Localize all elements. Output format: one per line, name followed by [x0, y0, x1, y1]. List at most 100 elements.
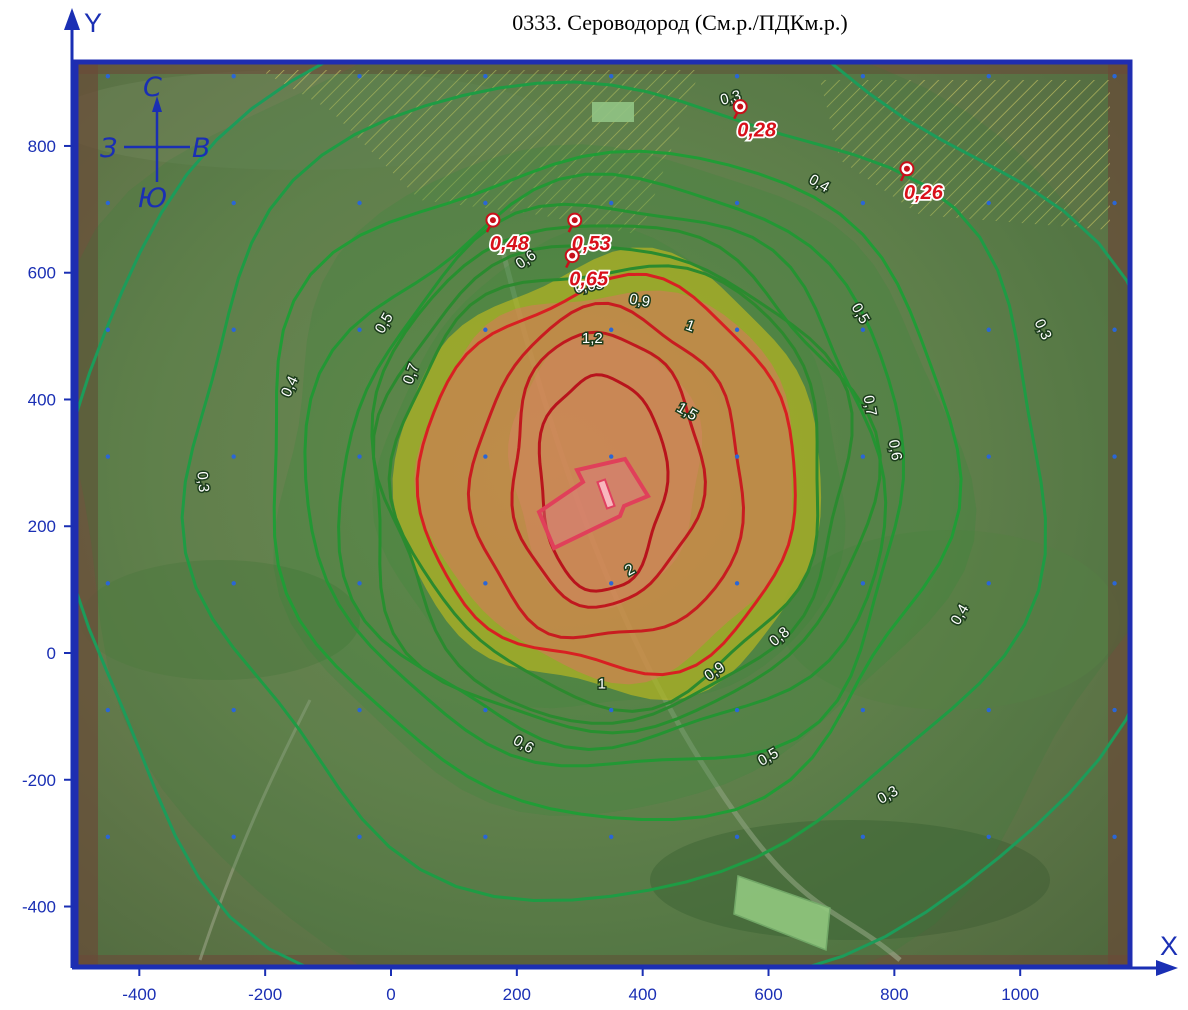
- isolines-layer: [76, 62, 1130, 967]
- isoline-0-6: [303, 172, 906, 768]
- receptor-value-label: 0,28: [737, 120, 777, 142]
- grid-dot: [734, 200, 740, 206]
- grid-dot: [1112, 327, 1117, 332]
- emission-source-area: [536, 456, 651, 551]
- y-tick-label: -200: [22, 771, 56, 790]
- compass-north-arrow: [152, 96, 162, 112]
- grid-dot: [483, 834, 488, 840]
- grid-dot: [231, 327, 236, 332]
- y-tick-label: 400: [28, 390, 56, 409]
- isoline-0-9: [387, 264, 820, 713]
- y-tick-label: 800: [28, 137, 56, 156]
- isoline-2: [537, 373, 670, 593]
- terrain-patch: [80, 560, 360, 680]
- grid-dots: [105, 74, 1117, 840]
- building: [592, 102, 634, 122]
- grid-dot: [1112, 834, 1117, 840]
- x-tick-label: 0: [386, 985, 395, 1004]
- receptor-points: 0,28 0,26 0,48 0,53 0,65: [485, 99, 945, 292]
- grid-dot: [483, 74, 488, 79]
- grid-dot: [860, 834, 866, 840]
- edge-shade-left: [76, 62, 98, 967]
- receptor-value-label: 0,48: [490, 233, 530, 255]
- grid-dot: [986, 834, 991, 840]
- grid-dot: [1112, 200, 1117, 206]
- grid-dot: [357, 454, 362, 459]
- grid-dot: [986, 200, 991, 206]
- grid-dot: [357, 834, 362, 840]
- grid-dot: [734, 834, 740, 840]
- isoline-label: 0,6: [885, 438, 905, 461]
- grid-dot: [105, 581, 111, 586]
- grid-dot: [105, 200, 111, 206]
- isoline-1-5: [510, 330, 707, 609]
- grid-dot: [357, 707, 362, 713]
- isoline-label: 1: [598, 676, 606, 693]
- x-tick-label: 600: [754, 985, 782, 1004]
- grid-dot: [609, 581, 614, 586]
- grid-dot: [105, 834, 111, 840]
- grid-dot: [483, 200, 488, 206]
- isoline-label: 1,2: [582, 330, 603, 347]
- isoline-0-5: [272, 149, 963, 821]
- grid-dot: [734, 707, 740, 713]
- y-axis-ticks: 800 600 400 200 0 -200 -400: [22, 137, 72, 917]
- grid-dot: [357, 327, 362, 332]
- compass-rose: С Ю З В: [100, 72, 211, 214]
- grid-dot: [483, 581, 488, 586]
- receptor-point: 0,28: [732, 99, 779, 143]
- concentration-zones: [76, 62, 1130, 967]
- grid-dot: [609, 834, 614, 840]
- y-tick-label: 200: [28, 517, 56, 536]
- isoline-1-2: [466, 301, 746, 640]
- grid-dot: [860, 581, 866, 586]
- receptor-marker-core: [569, 252, 576, 259]
- x-axis-ticks: -400 -200 0 200 400 600 800 1000: [122, 968, 1039, 1004]
- grid-dot: [609, 707, 614, 713]
- grid-dot: [986, 74, 991, 79]
- grid-dot: [860, 327, 866, 332]
- industrial-site: [733, 874, 831, 952]
- terrain-patch: [780, 530, 1120, 710]
- grid-dot: [231, 581, 236, 586]
- grid-dot: [1112, 707, 1117, 713]
- isoline-0-65: [337, 202, 888, 752]
- receptor-value-label: 0,65: [569, 269, 609, 291]
- grid-dot: [357, 200, 362, 206]
- x-tick-label: 200: [503, 985, 531, 1004]
- grid-dot: [1112, 454, 1117, 459]
- receptor-point: 0,65: [564, 248, 611, 292]
- x-axis-arrow: [1156, 960, 1178, 976]
- isoline-1: [415, 272, 797, 677]
- grid-dot: [231, 834, 236, 840]
- x-tick-label: -400: [122, 985, 156, 1004]
- grid-dot: [231, 454, 236, 459]
- grid-dot: [483, 327, 488, 332]
- grid-dot: [1112, 74, 1117, 79]
- compass-east-label: В: [192, 133, 211, 164]
- emission-source-point: [596, 478, 616, 510]
- y-tick-label: 600: [28, 264, 56, 283]
- grid-dot: [609, 200, 614, 206]
- isoline-0-7: [370, 224, 882, 735]
- isoline-label: 0,3: [193, 471, 212, 493]
- grid-dot: [609, 454, 614, 459]
- map-title: 0333. Сероводород (См.р./ПДКм.р.): [512, 10, 847, 35]
- receptor-marker-core: [903, 165, 910, 172]
- grid-dot: [105, 454, 111, 459]
- grid-dot: [105, 327, 111, 332]
- grid-dot: [105, 707, 111, 713]
- road: [198, 699, 312, 961]
- grid-dot: [986, 454, 991, 459]
- grid-dot: [734, 327, 740, 332]
- grid-dot: [986, 327, 991, 332]
- grid-dot: [860, 454, 866, 459]
- grid-dot: [734, 581, 740, 586]
- isoline-0-4: [180, 80, 1047, 903]
- isoline-0-3: [76, 62, 1130, 967]
- x-tick-label: 800: [880, 985, 908, 1004]
- compass-south-label: Ю: [138, 183, 167, 214]
- grid-dot: [483, 707, 488, 713]
- grid-dot: [483, 454, 488, 459]
- y-tick-label: 0: [47, 644, 56, 663]
